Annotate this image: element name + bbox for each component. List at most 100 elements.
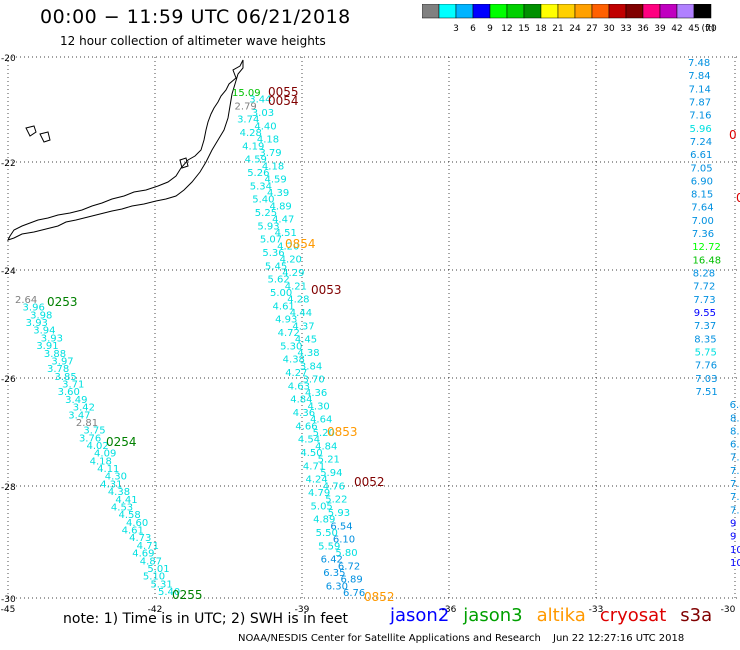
wave-height-label: 4.73	[129, 533, 151, 544]
lat-label: -24	[1, 267, 16, 277]
wave-height-label: 3.91	[36, 341, 58, 352]
wave-height-label: 5.10	[143, 572, 165, 583]
wave-height-label: 3.03	[252, 108, 274, 119]
wave-height-label: 4.59	[245, 155, 267, 166]
wave-height-label: 7.7	[730, 453, 740, 464]
axis-labels: -20-22-24-26-28-30-45 -42 -39 -36 -33 -30	[1, 54, 736, 615]
wave-height-label: 3.47	[68, 410, 90, 421]
wave-height-label: 4.63	[288, 381, 310, 392]
wave-height-label: 7.14	[689, 84, 711, 95]
wave-height-label: 5.00	[270, 288, 292, 299]
lat-label: -26	[1, 375, 16, 385]
wave-height-label: 7.51	[696, 387, 718, 398]
scale-tick-label: 42	[671, 24, 682, 34]
track-time-label: 0253	[47, 295, 78, 309]
wave-height-label: 12.72	[692, 242, 721, 253]
wave-height-label: 5.93	[328, 508, 350, 519]
wave-height-label: 3.97	[51, 356, 73, 367]
wave-height-label: 5.30	[280, 341, 302, 352]
wave-height-label: 5.34	[250, 181, 272, 192]
satellite-s3a: s3a	[680, 605, 713, 626]
scale-tick-label: 9	[487, 24, 493, 34]
wave-height-label: 4.84	[315, 441, 337, 452]
lat-label: -28	[1, 483, 16, 493]
wave-height-label: 3.98	[30, 310, 52, 321]
wave-height-label: 5.40	[158, 587, 180, 598]
lon-label: -45	[1, 605, 16, 615]
wave-height-label: 8.22	[730, 426, 740, 437]
wave-height-label: 4.71	[303, 461, 325, 472]
wave-height-label: 5.80	[335, 548, 357, 559]
wave-height-label: 4.37	[292, 321, 314, 332]
scale-tick-label: 21	[552, 24, 563, 34]
wave-height-label: 4.58	[118, 510, 140, 521]
wave-height-label: 3.44	[249, 95, 271, 106]
wave-height-label: 5.31	[150, 579, 172, 590]
wave-height-label: 6.72	[338, 561, 360, 572]
lat-label: -20	[1, 54, 16, 64]
wave-height-label: 5.01	[147, 564, 169, 575]
lon-label: -33	[589, 605, 604, 615]
wave-height-label: 4.20	[280, 255, 302, 266]
wave-height-label: 4.93	[275, 315, 297, 326]
wave-height-label: 5.96	[690, 124, 712, 135]
lat-lon-grid	[7, 56, 740, 600]
scale-tick-label: 12	[501, 24, 512, 34]
wave-height-label: 3.70	[302, 375, 324, 386]
wave-height-label: 5.05	[311, 501, 333, 512]
wave-height-label: 4.09	[94, 449, 116, 460]
wave-height-label: 3.88	[44, 349, 66, 360]
wave-height-label: 7.00	[692, 216, 714, 227]
wave-height-label: 4.18	[90, 456, 112, 467]
lat-label: -22	[1, 159, 16, 169]
scale-tick-label: 6	[470, 24, 476, 34]
track-time-label: 0255	[172, 588, 203, 602]
wave-height-label: 7.24	[690, 137, 712, 148]
wave-height-label: 4.20	[277, 241, 299, 252]
wave-height-label: 7.36	[692, 229, 714, 240]
wave-height-label: 3.93	[26, 318, 48, 329]
coastline	[7, 59, 244, 241]
wave-height-label: 9	[730, 532, 736, 543]
scale-swatch	[693, 4, 712, 19]
wave-height-label: 5.94	[320, 468, 342, 479]
satellite-tracks: 15.093.442.793.033.744.404.284.184.193.7…	[15, 58, 740, 604]
wave-height-label: 4.38	[283, 355, 305, 366]
wave-height-label: 5.25	[255, 208, 277, 219]
wave-height-label: 4.44	[290, 308, 312, 319]
wave-height-label: 4.64	[310, 415, 332, 426]
wave-height-label: 4.72	[278, 328, 300, 339]
wave-height-label: 6.10	[333, 535, 355, 546]
wave-height-label: 7.87	[689, 97, 711, 108]
scale-tick-label: 27	[586, 24, 597, 34]
wave-height-label: 3.84	[300, 361, 322, 372]
scale-tick-label: 45	[688, 24, 699, 34]
wave-height-label: 7.0	[730, 492, 740, 503]
wave-height-label: 8.35	[694, 334, 716, 345]
wave-height-label: 4.71	[137, 541, 159, 552]
scale-tick-label: 36	[637, 24, 649, 34]
wave-height-label: 4.89	[270, 201, 292, 212]
wave-height-label: 4.27	[285, 368, 307, 379]
wave-height-label: 3.96	[23, 303, 45, 314]
wave-height-label: 3.49	[65, 395, 87, 406]
wave-height-label: 4.79	[308, 488, 330, 499]
wave-height-label: 5.62	[267, 275, 289, 286]
wave-height-label: 7.76	[695, 361, 717, 372]
track-time-label: 0055	[268, 85, 299, 99]
scale-tick-label: 3	[453, 24, 459, 34]
wave-height-label: 7.84	[688, 71, 710, 82]
wave-height-label: 5.93	[257, 221, 279, 232]
wave-height-label: 2.79	[235, 101, 257, 112]
wave-height-label: 3.74	[237, 115, 259, 126]
lon-label: -36	[442, 605, 457, 615]
wave-height-label: 4.30	[308, 401, 330, 412]
wave-height-label: 2.64	[15, 295, 37, 306]
map-subtitle: 12 hour collection of altimeter wave hei…	[60, 34, 326, 48]
wave-height-label: 9.55	[694, 308, 716, 319]
wave-height-label: 16.48	[693, 255, 722, 266]
wave-height-label: 4.53	[111, 502, 133, 513]
wave-height-label: 5.40	[252, 195, 274, 206]
scale-tick-label: 33	[620, 24, 631, 34]
wave-height-label: 15.09	[232, 88, 261, 99]
